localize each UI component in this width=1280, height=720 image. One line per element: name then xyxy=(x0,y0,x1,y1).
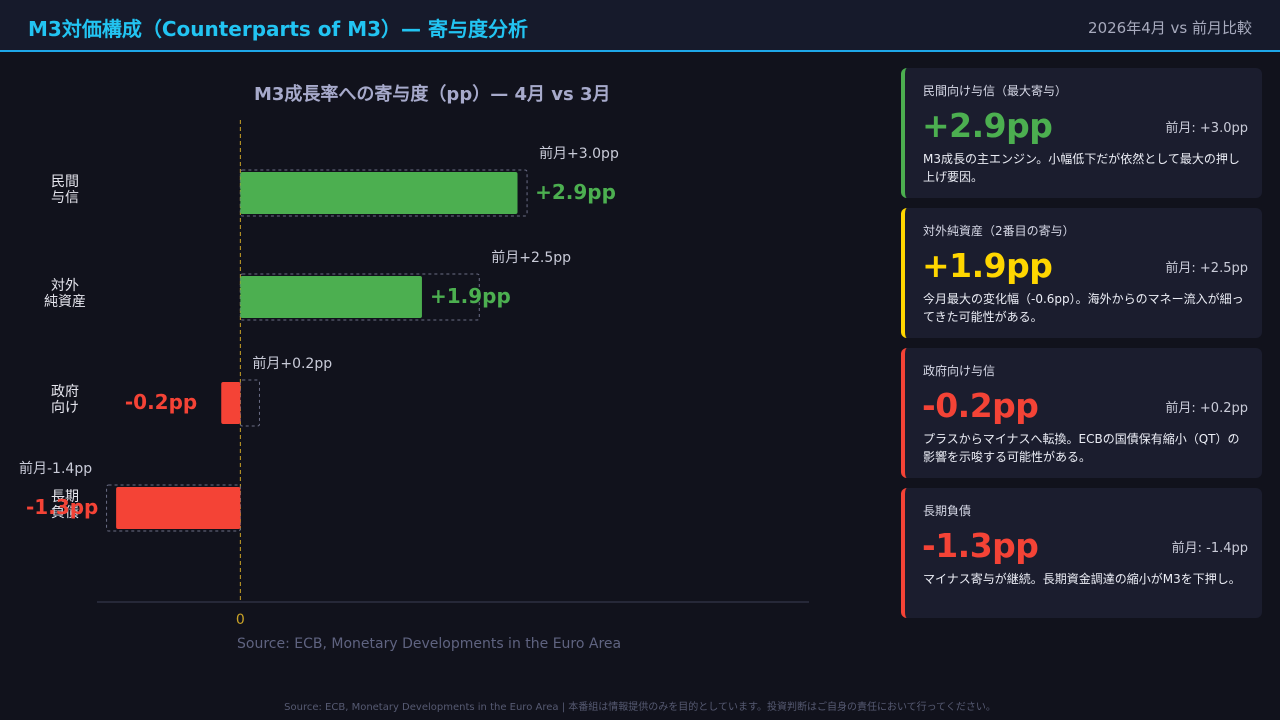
card-previous: 前月: +0.2pp xyxy=(1165,401,1248,416)
chart-title: M3成長率への寄与度（pp）— 4月 vs 3月 xyxy=(254,84,611,105)
card-note: マイナス寄与が継続。長期資金調達の縮小がM3を下押し。 xyxy=(923,572,1241,586)
header: M3対価構成（Counterparts of M3）— 寄与度分析 2026年4… xyxy=(0,0,1280,52)
current-month-bar xyxy=(221,382,241,424)
previous-month-bar xyxy=(239,379,260,427)
comparison-period: 2026年4月 vs 前月比較 xyxy=(1088,19,1252,37)
card-label: 政府向け与信 xyxy=(923,364,996,378)
card-note: 今月最大の変化幅（-0.6pp）。海外からのマネー流入が細ってきた可能性がある。 xyxy=(923,292,1244,324)
category-label: 民間 xyxy=(51,174,79,190)
card-value: -1.3pp xyxy=(922,526,1039,565)
category-label: 対外 xyxy=(51,278,79,294)
card-label: 対外純資産（2番目の寄与） xyxy=(923,224,1075,238)
category-label: 与信 xyxy=(51,190,79,206)
previous-value-label: 前月+3.0pp xyxy=(539,145,619,162)
card-value: +2.9pp xyxy=(922,106,1053,145)
category-label: 向け xyxy=(51,400,79,416)
previous-value-label: 前月-1.4pp xyxy=(19,460,92,477)
card-label: 長期負債 xyxy=(923,504,972,518)
previous-value-label: 前月+0.2pp xyxy=(252,355,332,372)
card-label: 民間向け与信（最大寄与） xyxy=(923,84,1068,98)
card-previous: 前月: +3.0pp xyxy=(1165,121,1248,136)
category-label: 長期 xyxy=(51,489,79,505)
category-label: 政府 xyxy=(51,384,79,400)
card-note: プラスからマイナスへ転換。ECBの国債保有縮小（QT）の影響を示唆する可能性があ… xyxy=(923,432,1240,464)
page-title: M3対価構成（Counterparts of M3）— 寄与度分析 xyxy=(28,17,528,41)
previous-month-bar xyxy=(106,484,241,532)
card-private-credit: 民間向け与信（最大寄与） +2.9pp 前月: +3.0pp M3成長の主エンジ… xyxy=(901,68,1262,198)
value-label: -1.3pp xyxy=(26,495,98,519)
footer-disclaimer: Source: ECB, Monetary Developments in th… xyxy=(284,702,996,713)
card-value: +1.9pp xyxy=(922,246,1053,285)
card-long-term-liabilities: 長期負債 -1.3pp 前月: -1.4pp マイナス寄与が継続。長期資金調達の… xyxy=(901,488,1262,618)
category-label: 負債 xyxy=(51,505,79,521)
category-label: 純資産 xyxy=(44,294,86,310)
chart-source: Source: ECB, Monetary Developments in th… xyxy=(237,636,622,652)
current-month-bar xyxy=(240,172,518,214)
card-government-credit: 政府向け与信 -0.2pp 前月: +0.2pp プラスからマイナスへ転換。EC… xyxy=(901,348,1262,478)
card-previous: 前月: +2.5pp xyxy=(1165,261,1248,276)
zero-tick-label: 0 xyxy=(236,612,245,628)
card-net-external-assets: 対外純資産（2番目の寄与） +1.9pp 前月: +2.5pp 今月最大の変化幅… xyxy=(901,208,1262,338)
summary-cards: 民間向け与信（最大寄与） +2.9pp 前月: +3.0pp M3成長の主エンジ… xyxy=(901,68,1262,628)
current-month-bar xyxy=(240,276,422,318)
current-month-bar xyxy=(116,487,241,529)
previous-value-label: 前月+2.5pp xyxy=(491,249,571,266)
value-label: +1.9pp xyxy=(430,284,511,308)
value-label: -0.2pp xyxy=(125,390,197,414)
card-note: M3成長の主エンジン。小幅低下だが依然として最大の押し上げ要因。 xyxy=(923,152,1240,184)
card-value: -0.2pp xyxy=(922,386,1039,425)
value-label: +2.9pp xyxy=(535,180,616,204)
card-previous: 前月: -1.4pp xyxy=(1171,541,1248,556)
